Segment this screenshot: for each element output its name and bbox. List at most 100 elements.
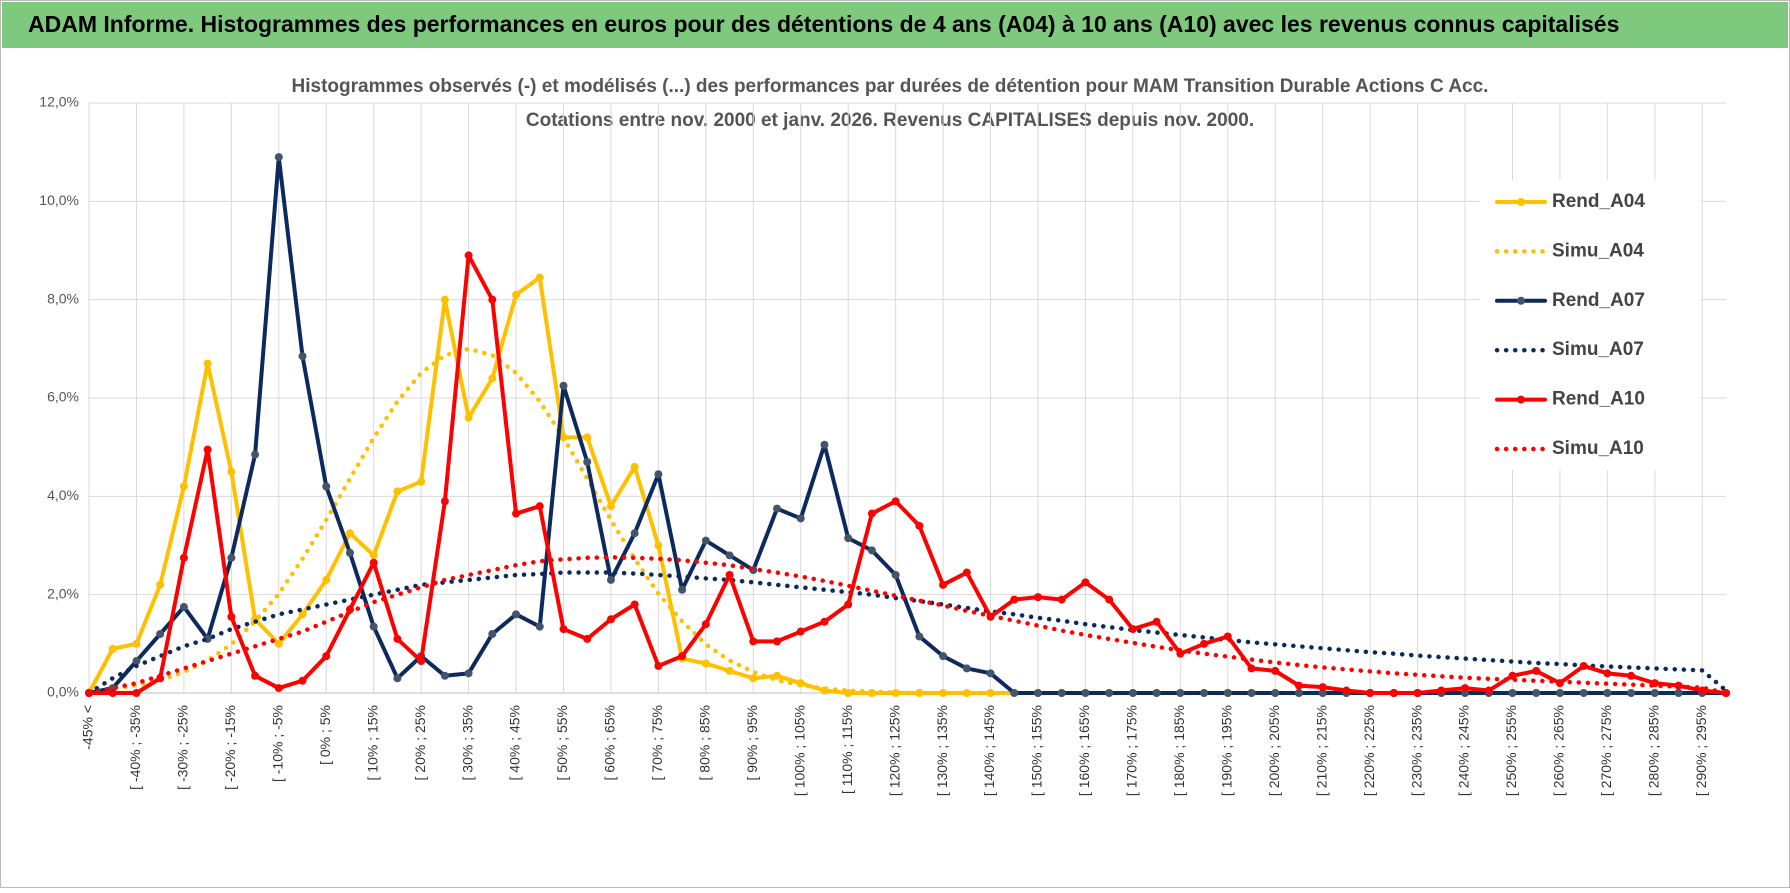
data-point <box>298 610 307 619</box>
x-tick-label: [ 80% ; 85% <box>697 705 713 781</box>
legend-label: Rend_A10 <box>1552 389 1645 410</box>
data-point <box>1200 689 1209 697</box>
data-point <box>1128 689 1137 697</box>
x-tick-label: [ 270% ; 275% <box>1598 705 1614 796</box>
x-tick-label: [ -30% ; -25% <box>175 705 191 790</box>
data-point <box>1627 671 1636 680</box>
data-point <box>1010 689 1019 697</box>
data-point <box>678 652 687 661</box>
data-point <box>1579 661 1588 670</box>
y-tick-label: 8,0% <box>47 290 79 306</box>
data-point <box>251 450 260 459</box>
data-point <box>535 273 544 282</box>
data-point <box>488 374 497 383</box>
data-point <box>559 381 568 390</box>
x-tick-label: [ -20% ; -15% <box>222 705 238 790</box>
data-point <box>867 546 876 555</box>
data-point <box>1294 681 1303 690</box>
data-point <box>796 514 805 523</box>
data-point <box>1674 689 1683 697</box>
x-tick-label: [ 180% ; 185% <box>1171 705 1187 796</box>
x-tick-label: [ 230% ; 235% <box>1408 705 1424 796</box>
data-point <box>369 622 378 631</box>
y-tick-label: 10,0% <box>39 192 79 208</box>
series-line <box>86 570 1729 696</box>
data-point <box>1128 625 1137 634</box>
data-point <box>1437 686 1446 695</box>
data-point <box>844 600 853 609</box>
data-point <box>1271 666 1280 675</box>
data-point <box>535 622 544 631</box>
data-point <box>1081 578 1090 587</box>
data-point <box>417 477 426 486</box>
x-tick-label: [ 100% ; 105% <box>791 705 807 796</box>
grid: 0,0% 2,0% 4,0% 6,0% 8,0% 10,0% 12,0% -45% < [ -4… <box>39 94 1726 796</box>
data-point <box>701 620 710 629</box>
data-point <box>962 689 971 697</box>
data-point <box>227 612 236 621</box>
data-point <box>1010 595 1019 604</box>
data-point <box>203 445 212 454</box>
data-point <box>915 632 924 641</box>
data-point <box>298 676 307 685</box>
data-point <box>108 644 117 653</box>
data-point <box>725 551 734 560</box>
data-point <box>678 585 687 594</box>
data-point <box>630 462 639 471</box>
x-tick-label: [ 160% ; 165% <box>1076 705 1092 796</box>
data-point <box>1057 689 1066 697</box>
data-point <box>1603 689 1612 697</box>
data-point <box>725 666 734 675</box>
data-point <box>962 664 971 673</box>
data-point <box>962 568 971 577</box>
data-point <box>654 661 663 670</box>
plot <box>85 153 1730 697</box>
x-tick-label: [ 260% ; 265% <box>1551 705 1567 796</box>
x-tick-label: -45% < <box>80 705 96 750</box>
legend-label: Rend_A04 <box>1552 191 1645 212</box>
data-point <box>1484 686 1493 695</box>
data-point <box>512 290 521 299</box>
data-point <box>1461 684 1470 693</box>
x-tick-label: [ 280% ; 285% <box>1646 705 1662 796</box>
data-point <box>606 502 615 511</box>
series-line <box>86 555 1729 696</box>
legend-marker <box>1517 296 1525 305</box>
data-point <box>1627 689 1636 697</box>
data-point <box>369 551 378 560</box>
data-point <box>1555 689 1564 697</box>
data-point <box>1152 689 1161 697</box>
data-point <box>488 295 497 304</box>
data-point <box>322 652 331 661</box>
data-point <box>891 571 900 579</box>
data-point <box>583 634 592 643</box>
data-point <box>322 482 331 491</box>
data-point <box>701 659 710 668</box>
data-point <box>512 610 521 619</box>
data-point <box>1105 689 1114 697</box>
data-point <box>203 359 212 368</box>
legend-box <box>1480 180 1700 470</box>
x-tick-label: [ 240% ; 245% <box>1456 705 1472 796</box>
data-point <box>725 571 734 579</box>
data-point <box>345 548 354 557</box>
data-point <box>1223 689 1232 697</box>
data-point <box>939 652 948 661</box>
x-tick-label: [ 110% ; 115% <box>839 705 855 794</box>
y-tick-label: 12,0% <box>39 94 79 110</box>
x-tick-label: [ 10% ; 15% <box>364 705 380 781</box>
data-point <box>701 536 710 545</box>
data-point <box>796 627 805 636</box>
data-point <box>867 509 876 518</box>
data-point <box>369 558 378 567</box>
data-point <box>1152 617 1161 626</box>
data-point <box>393 487 402 496</box>
data-point <box>393 674 402 683</box>
data-point <box>179 553 188 562</box>
data-point <box>749 637 758 646</box>
legend-label: Rend_A07 <box>1552 290 1645 311</box>
data-point <box>156 630 165 638</box>
y-tick-label: 4,0% <box>47 487 79 503</box>
data-point <box>1603 669 1612 678</box>
